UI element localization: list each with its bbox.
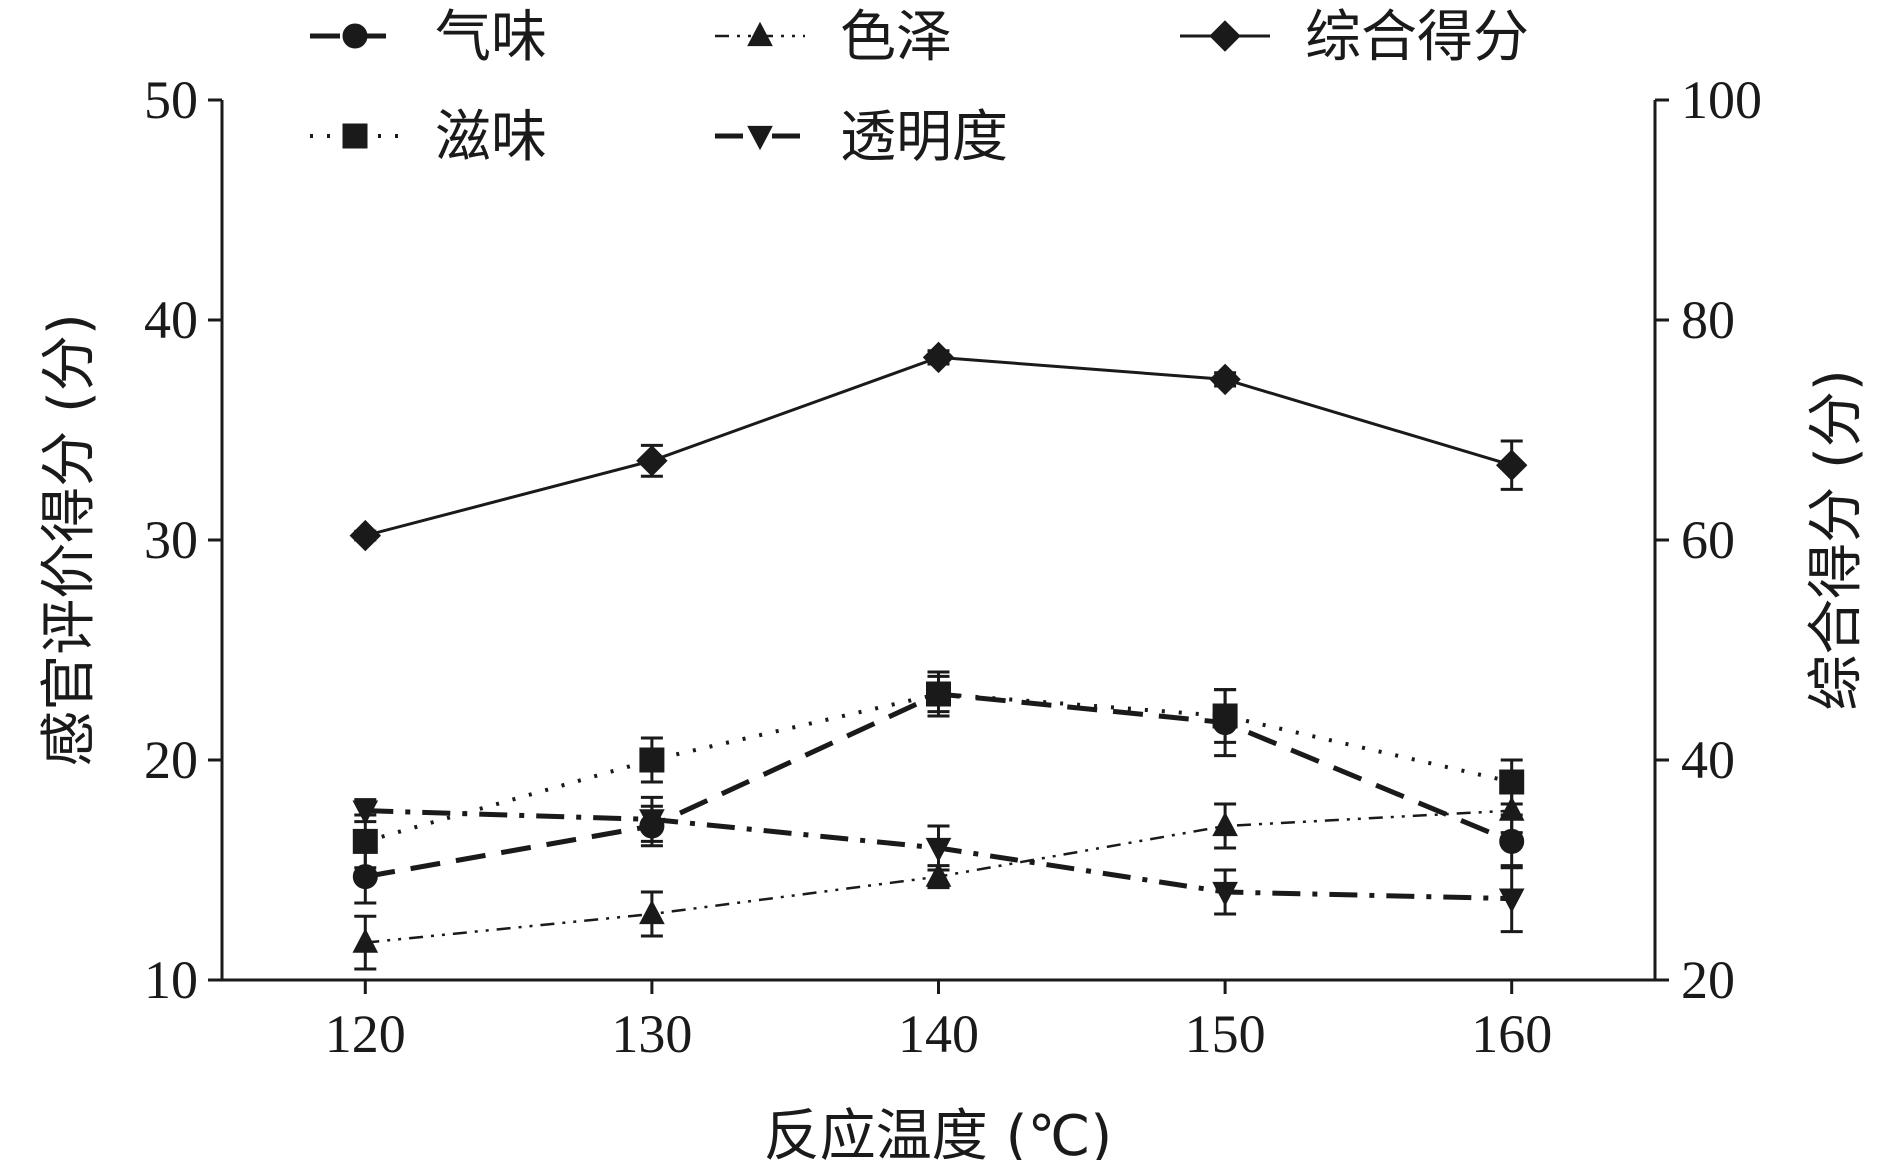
series-layer: [349, 341, 1528, 971]
data-point: [1212, 811, 1238, 837]
right-tick-label: 100: [1681, 70, 1762, 130]
legend-swatch-marker: [342, 123, 368, 149]
data-point: [926, 681, 951, 707]
x-tick-label: 130: [611, 1004, 692, 1064]
legend-item: 色泽: [715, 5, 952, 70]
legend-swatch-marker: [342, 23, 368, 49]
data-point: [352, 828, 378, 854]
right-tick-label: 60: [1681, 510, 1735, 570]
data-point: [1498, 888, 1525, 913]
left-tick-label: 40: [144, 290, 198, 350]
ticks: 10 20 30 40 50 20 40 60 80 100 120 130 140 150 160: [144, 70, 1762, 1064]
legend-label: 综合得分: [1305, 5, 1529, 70]
data-point: [349, 519, 382, 552]
data-point: [1209, 363, 1241, 396]
legend-item: 综合得分: [1180, 5, 1529, 70]
left-axis-title: 感官评价得分 (分): [37, 313, 102, 767]
legend-swatch-marker: [1209, 20, 1241, 52]
legend-swatch-marker: [747, 125, 773, 151]
left-tick-label: 50: [144, 70, 198, 130]
legend-label: 气味: [435, 5, 547, 70]
left-tick-label: 10: [144, 950, 198, 1010]
left-tick-label: 20: [144, 730, 198, 790]
series-1: [352, 787, 1525, 971]
legend-label: 滋味: [435, 105, 547, 170]
data-point: [925, 862, 952, 887]
data-point: [922, 341, 955, 374]
data-point: [352, 928, 379, 953]
right-tick-label: 40: [1681, 730, 1735, 790]
right-tick-label: 20: [1681, 950, 1735, 1010]
data-point: [1495, 449, 1528, 481]
data-point: [1212, 703, 1238, 729]
data-point: [636, 445, 668, 477]
legend-item: 透明度: [715, 105, 1008, 170]
series-4: [352, 795, 1525, 934]
left-tick-label: 30: [144, 510, 198, 570]
x-tick-label: 140: [898, 1004, 979, 1064]
data-point: [352, 800, 379, 825]
data-point: [1498, 796, 1525, 821]
data-point: [639, 809, 665, 834]
legend-label: 透明度: [840, 105, 1008, 170]
right-tick-label: 80: [1681, 290, 1735, 350]
legend-label: 色泽: [840, 5, 952, 70]
data-point: [639, 747, 665, 773]
data-point: [639, 899, 665, 925]
legend-item: 滋味: [310, 105, 547, 170]
data-point: [1212, 881, 1238, 907]
right-axis-title: 综合得分 (分): [1804, 369, 1869, 711]
series-line: [364, 355, 1513, 538]
data-point: [1499, 769, 1525, 795]
legend-item: 气味: [310, 5, 547, 70]
x-tick-label: 150: [1185, 1004, 1266, 1064]
x-tick-label: 120: [325, 1004, 406, 1064]
legend-swatch-marker: [747, 21, 773, 47]
series-3: [352, 670, 1525, 870]
x-tick-label: 160: [1471, 1004, 1552, 1064]
data-point: [925, 837, 952, 863]
x-axis-title: 反应温度 (℃): [764, 1104, 1112, 1160]
series-2: [349, 341, 1528, 552]
